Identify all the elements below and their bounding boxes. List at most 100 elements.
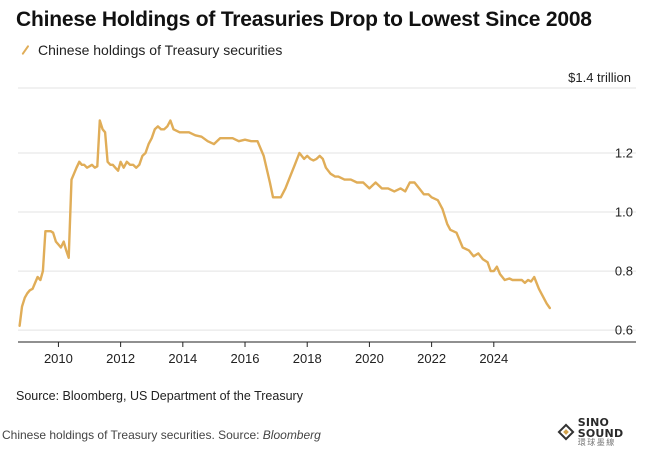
data-point <box>263 155 265 157</box>
data-point <box>36 276 38 278</box>
data-point <box>486 261 488 263</box>
data-point <box>381 187 383 189</box>
data-point <box>496 266 498 268</box>
data-point <box>169 119 171 121</box>
data-point <box>482 258 484 260</box>
data-point <box>126 161 128 163</box>
legend: Chinese holdings of Treasury securities <box>18 42 282 58</box>
y-tick-label: 0.6 <box>615 323 633 338</box>
data-point <box>70 178 72 180</box>
data-point <box>504 279 506 281</box>
data-point <box>521 279 523 281</box>
data-point <box>399 187 401 189</box>
caption-source: Bloomberg <box>262 428 321 442</box>
data-point <box>160 128 162 130</box>
data-point <box>163 128 165 130</box>
data-point <box>55 240 57 242</box>
y-tick-label: 0.8 <box>615 264 633 279</box>
x-tick-label: 2024 <box>479 351 508 366</box>
data-point <box>256 140 258 142</box>
data-point <box>123 167 125 169</box>
data-point <box>413 181 415 183</box>
data-point <box>490 270 492 272</box>
data-point <box>493 270 495 272</box>
data-point <box>44 230 46 232</box>
data-point <box>538 288 540 290</box>
x-tick-label: 2012 <box>106 351 135 366</box>
chart-title: Chinese Holdings of Treasuries Drop to L… <box>16 8 592 31</box>
data-point <box>437 199 439 201</box>
data-point <box>21 305 23 307</box>
data-point <box>18 325 20 327</box>
data-point <box>516 279 518 281</box>
gridlines <box>18 87 636 331</box>
watermark-name: SINO SOUND <box>577 416 624 440</box>
data-point <box>175 130 177 132</box>
data-point <box>319 155 321 157</box>
data-point <box>499 273 501 275</box>
data-point <box>468 249 470 251</box>
data-point <box>109 164 111 166</box>
data-point <box>272 196 274 198</box>
data-point <box>356 181 358 183</box>
data-point <box>42 270 44 272</box>
data-point <box>312 159 314 161</box>
data-point <box>99 119 101 121</box>
data-point <box>63 240 65 242</box>
sino-sound-logo-icon <box>557 423 574 441</box>
data-point <box>132 164 134 166</box>
watermark-subtitle: 環球墨線 <box>577 438 616 447</box>
data-point <box>527 279 529 281</box>
data-point <box>430 196 432 198</box>
data-point <box>138 164 140 166</box>
series-layer <box>18 119 551 327</box>
data-point <box>329 173 331 175</box>
data-point <box>213 143 215 145</box>
data-point <box>144 152 146 154</box>
data-point <box>546 302 548 304</box>
data-point <box>350 178 352 180</box>
data-point <box>303 158 305 160</box>
data-point <box>423 193 425 195</box>
data-point <box>269 181 271 183</box>
y-tick-label: 1.0 <box>615 205 633 220</box>
data-point <box>188 131 190 133</box>
data-point <box>427 193 429 195</box>
data-point <box>294 164 296 166</box>
data-point <box>418 187 420 189</box>
data-point <box>337 175 339 177</box>
data-point <box>94 167 96 169</box>
x-axis-ticks: 2010 2012 2014 2016 2018 2020 2022 2024 <box>44 342 508 366</box>
data-point <box>309 158 311 160</box>
data-point <box>409 181 411 183</box>
data-point <box>114 167 116 169</box>
data-point <box>508 277 510 279</box>
data-point <box>250 140 252 142</box>
data-point <box>166 125 168 127</box>
x-tick-label: 2010 <box>44 351 73 366</box>
data-point <box>368 187 370 189</box>
caption-text: Chinese holdings of Treasury securities.… <box>2 428 263 442</box>
data-point <box>325 167 327 169</box>
data-point <box>88 165 90 167</box>
x-tick-label: 2022 <box>417 351 446 366</box>
data-point <box>91 164 93 166</box>
data-point <box>449 229 451 231</box>
data-point <box>334 175 336 177</box>
x-tick-label: 2014 <box>168 351 197 366</box>
y-tick-label: 1.2 <box>615 145 633 160</box>
data-point <box>404 190 406 192</box>
data-point <box>455 232 457 234</box>
data-point <box>200 136 202 138</box>
data-point <box>151 137 153 139</box>
data-point <box>533 276 535 278</box>
data-point <box>289 175 291 177</box>
data-point <box>78 161 80 163</box>
data-point <box>275 196 277 198</box>
watermark: SINO SOUND 環球墨線 <box>557 417 653 447</box>
data-point <box>31 288 33 290</box>
data-point <box>387 187 389 189</box>
data-point <box>157 125 159 127</box>
data-point <box>65 249 67 251</box>
